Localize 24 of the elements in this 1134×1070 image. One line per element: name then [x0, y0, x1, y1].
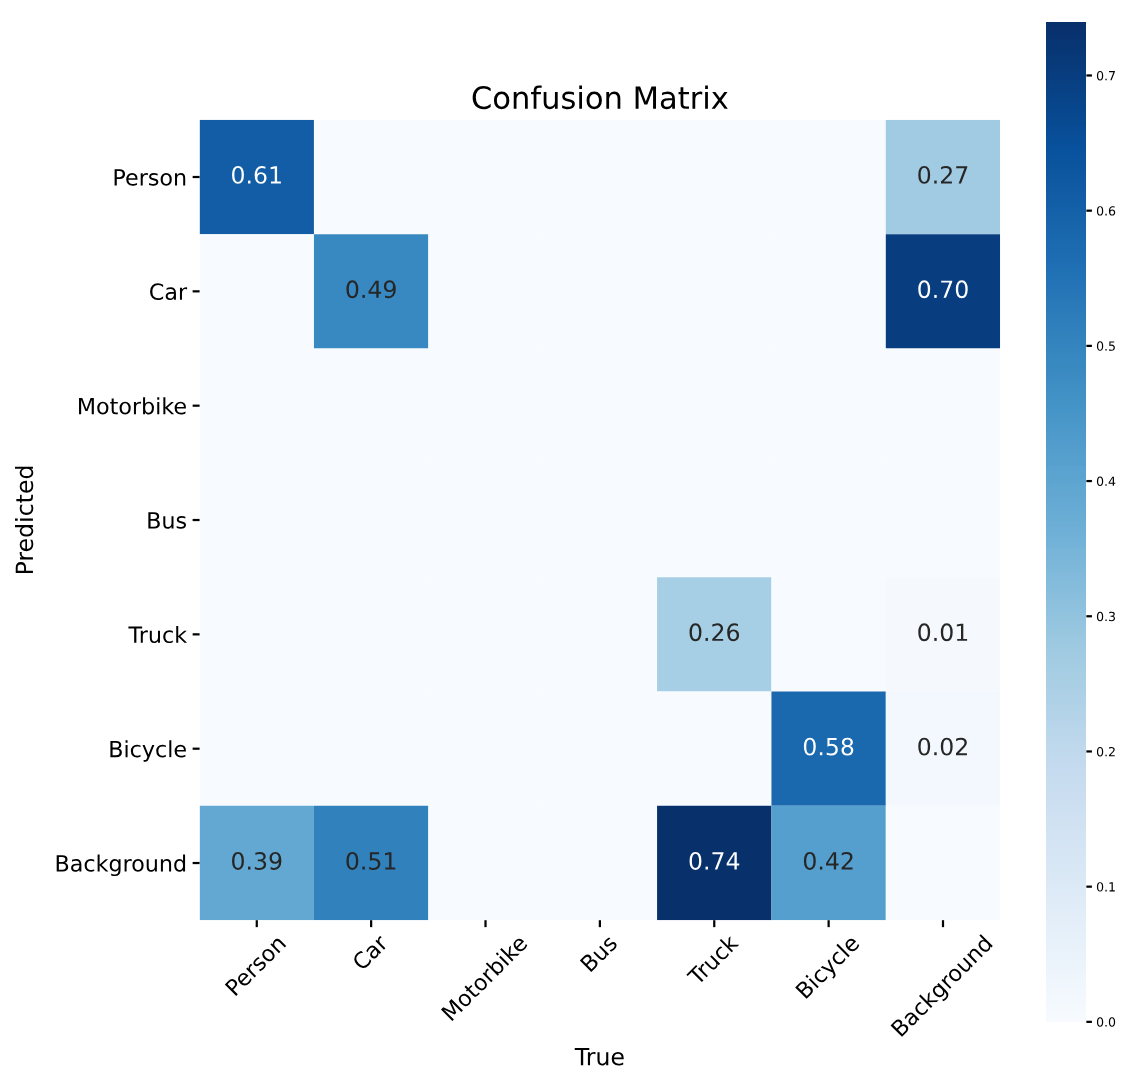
y-tick-label: Bus — [148, 512, 186, 529]
x-tick-label: Bus — [579, 933, 619, 973]
data-label: 0.02 — [918, 737, 967, 756]
chart-title: Confusion Matrix — [472, 85, 728, 110]
data-label: 0.51 — [346, 852, 396, 870]
y-tick-label: Car — [150, 283, 188, 301]
y-tick-label: Background — [56, 854, 186, 877]
data-label: 0.70 — [918, 280, 968, 299]
data-label: 0.26 — [689, 623, 740, 642]
y-tick-label: Person — [114, 169, 186, 186]
data-label: 0.39 — [232, 852, 282, 870]
data-label: 0.01 — [918, 623, 968, 642]
y-tick-label: Truck — [128, 625, 188, 644]
data-label: 0.74 — [689, 852, 740, 870]
y-tick-label: Bicycle — [110, 740, 186, 762]
y-tick-label: Motorbike — [79, 397, 186, 415]
x-tick-label: Car — [351, 932, 390, 972]
data-label: 0.27 — [918, 166, 968, 184]
data-label: 0.58 — [803, 737, 854, 756]
data-label: 0.49 — [346, 280, 396, 299]
y-axis-title: Predicted — [15, 466, 34, 574]
data-label: 0.61 — [232, 166, 281, 184]
data-label: 0.42 — [803, 852, 853, 870]
x-axis-title: True — [574, 1047, 624, 1066]
